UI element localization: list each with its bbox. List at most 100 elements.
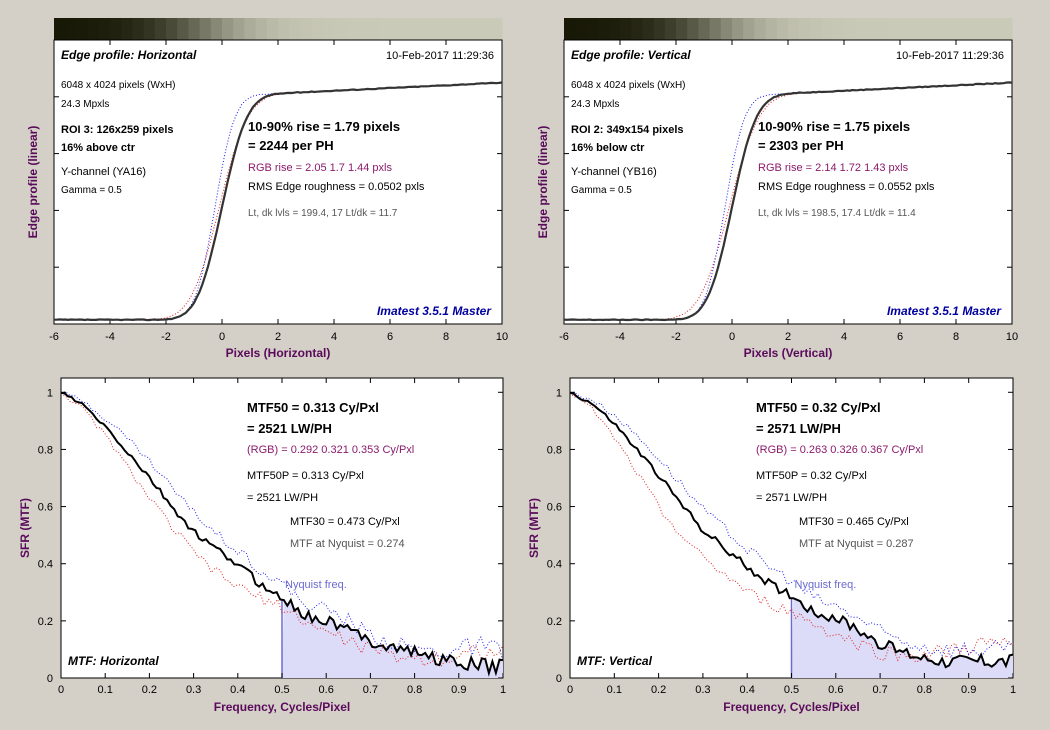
strip-band	[720, 18, 733, 40]
roi-text: ROI 2: 349x154 pixels	[571, 124, 684, 136]
strip-band	[799, 18, 811, 40]
rms-text: RMS Edge roughness = 0.0502 pxls	[248, 181, 425, 193]
mtf-panel-label: MTF: Vertical	[577, 654, 653, 668]
mtf50-text: MTF50 = 0.313 Cy/Pxl	[247, 400, 379, 415]
y-axis-label: Edge profile (linear)	[26, 126, 40, 239]
strip-band	[978, 18, 991, 40]
strip-band	[87, 18, 100, 40]
strip-band	[65, 18, 77, 40]
y-tick-label: 0.6	[547, 502, 562, 514]
mtf50p-lwph-text: = 2521 LW/PH	[247, 492, 318, 504]
strip-band	[855, 18, 867, 40]
per-ph-text: = 2303 per PH	[758, 138, 844, 153]
strip-band	[832, 18, 845, 40]
strip-band	[754, 18, 767, 40]
strip-band	[345, 18, 357, 40]
edge-gradient-strip	[564, 18, 1013, 40]
strip-band	[844, 18, 856, 40]
mtf-panel-label: MTF: Horizontal	[68, 654, 159, 668]
x-tick-label: 0.7	[872, 684, 887, 696]
chart-1: -6 -4 -2 0 2 4 6 8 10 Edge profile: Horizontal 10-…	[26, 18, 508, 360]
x-tick-label: 6	[387, 331, 393, 343]
red-mtf-series	[569, 392, 1014, 663]
strip-band	[412, 18, 425, 40]
rgb-rise-text: RGB rise = 2.05 1.7 1.44 pxls	[248, 162, 392, 174]
strip-band	[776, 18, 789, 40]
strip-band	[356, 18, 369, 40]
x-tick-label: 0.2	[651, 684, 666, 696]
rise-text: 10-90% rise = 1.79 pixels	[248, 119, 400, 134]
strip-band	[564, 18, 576, 40]
strip-band	[98, 18, 111, 40]
strip-band	[367, 18, 380, 40]
gamma-text: Gamma = 0.5	[61, 185, 122, 196]
x-tick-label: 0.6	[319, 684, 334, 696]
mtf-nyquist-text: MTF at Nyquist = 0.274	[290, 538, 405, 550]
chart-title: Edge profile: Vertical	[571, 48, 691, 62]
strip-band	[266, 18, 279, 40]
chart-3: 0 0.1 0.2 0.3 0.4 0.5 0.6 0.7 0.8 0.9 1 0 0.2 0.4 0.6 0…	[18, 377, 506, 714]
strip-band	[210, 18, 223, 40]
chart-title: Edge profile: Horizontal	[61, 48, 197, 62]
strip-band	[457, 18, 469, 40]
strip-band	[586, 18, 599, 40]
mtf-nyquist-text: MTF at Nyquist = 0.287	[799, 538, 914, 550]
strip-band	[765, 18, 778, 40]
roi-text: ROI 3: 126x259 pixels	[61, 124, 174, 136]
strip-band	[54, 18, 66, 40]
channel-text: Y-channel (YB16)	[571, 166, 657, 178]
x-tick-label: 0.1	[607, 684, 622, 696]
strip-band	[888, 18, 901, 40]
strip-band	[821, 18, 834, 40]
strip-band	[653, 18, 666, 40]
x-tick-label: 0.3	[695, 684, 710, 696]
strip-band	[468, 18, 481, 40]
strip-band	[933, 18, 946, 40]
nyquist-shade	[791, 598, 1013, 678]
y-axis-label: SFR (MTF)	[18, 498, 32, 558]
x-tick-label: 0.1	[98, 684, 113, 696]
nyquist-shade	[282, 600, 503, 678]
strip-band	[188, 18, 201, 40]
strip-band	[967, 18, 979, 40]
strip-band	[378, 18, 391, 40]
x-tick-label: 2	[785, 331, 791, 343]
luminance-edge-series	[563, 81, 1013, 322]
x-tick-label: 0.2	[142, 684, 157, 696]
chart-2: -6 -4 -2 0 2 4 6 8 10 Edge profile: Vertical 10-Fe…	[536, 18, 1018, 360]
strip-band	[575, 18, 587, 40]
imatest-brand: Imatest 3.5.1 Master	[377, 304, 492, 318]
image-size: 6048 x 4024 pixels (WxH)	[571, 80, 686, 91]
x-tick-label: 0.8	[407, 684, 422, 696]
strip-band	[132, 18, 145, 40]
x-tick-label: 0.3	[186, 684, 201, 696]
timestamp: 10-Feb-2017 11:29:36	[896, 50, 1004, 62]
strip-band	[300, 18, 313, 40]
y-tick-label: 0.4	[547, 559, 562, 571]
strip-band	[166, 18, 178, 40]
levels-text: Lt, dk lvls = 199.4, 17 Lt/dk = 11.7	[248, 208, 398, 219]
strip-band	[922, 18, 935, 40]
mtf50-lwph-text: = 2521 LW/PH	[247, 421, 332, 436]
x-axis-label: Frequency, Cycles/Pixel	[723, 700, 860, 714]
megapixels: 24.3 Mpxls	[61, 99, 109, 110]
mtf50p-text: MTF50P = 0.313 Cy/Pxl	[247, 470, 364, 482]
strip-band	[121, 18, 133, 40]
strip-band	[278, 18, 290, 40]
per-ph-text: = 2244 per PH	[248, 138, 334, 153]
strip-band	[76, 18, 89, 40]
y-axis-label: Edge profile (linear)	[536, 126, 550, 239]
strip-band	[709, 18, 722, 40]
x-tick-label: -4	[615, 331, 625, 343]
x-tick-label: 1	[1010, 684, 1016, 696]
strip-band	[743, 18, 755, 40]
x-tick-label: 1	[500, 684, 506, 696]
x-tick-label: 8	[443, 331, 449, 343]
strip-band	[311, 18, 324, 40]
x-tick-label: 6	[897, 331, 903, 343]
y-tick-label: 0.4	[38, 559, 53, 571]
strip-band	[255, 18, 268, 40]
rgb-mtf50-text: (RGB) = 0.292 0.321 0.353 Cy/Pxl	[247, 444, 414, 456]
strip-band	[289, 18, 301, 40]
x-tick-label: 0	[729, 331, 735, 343]
